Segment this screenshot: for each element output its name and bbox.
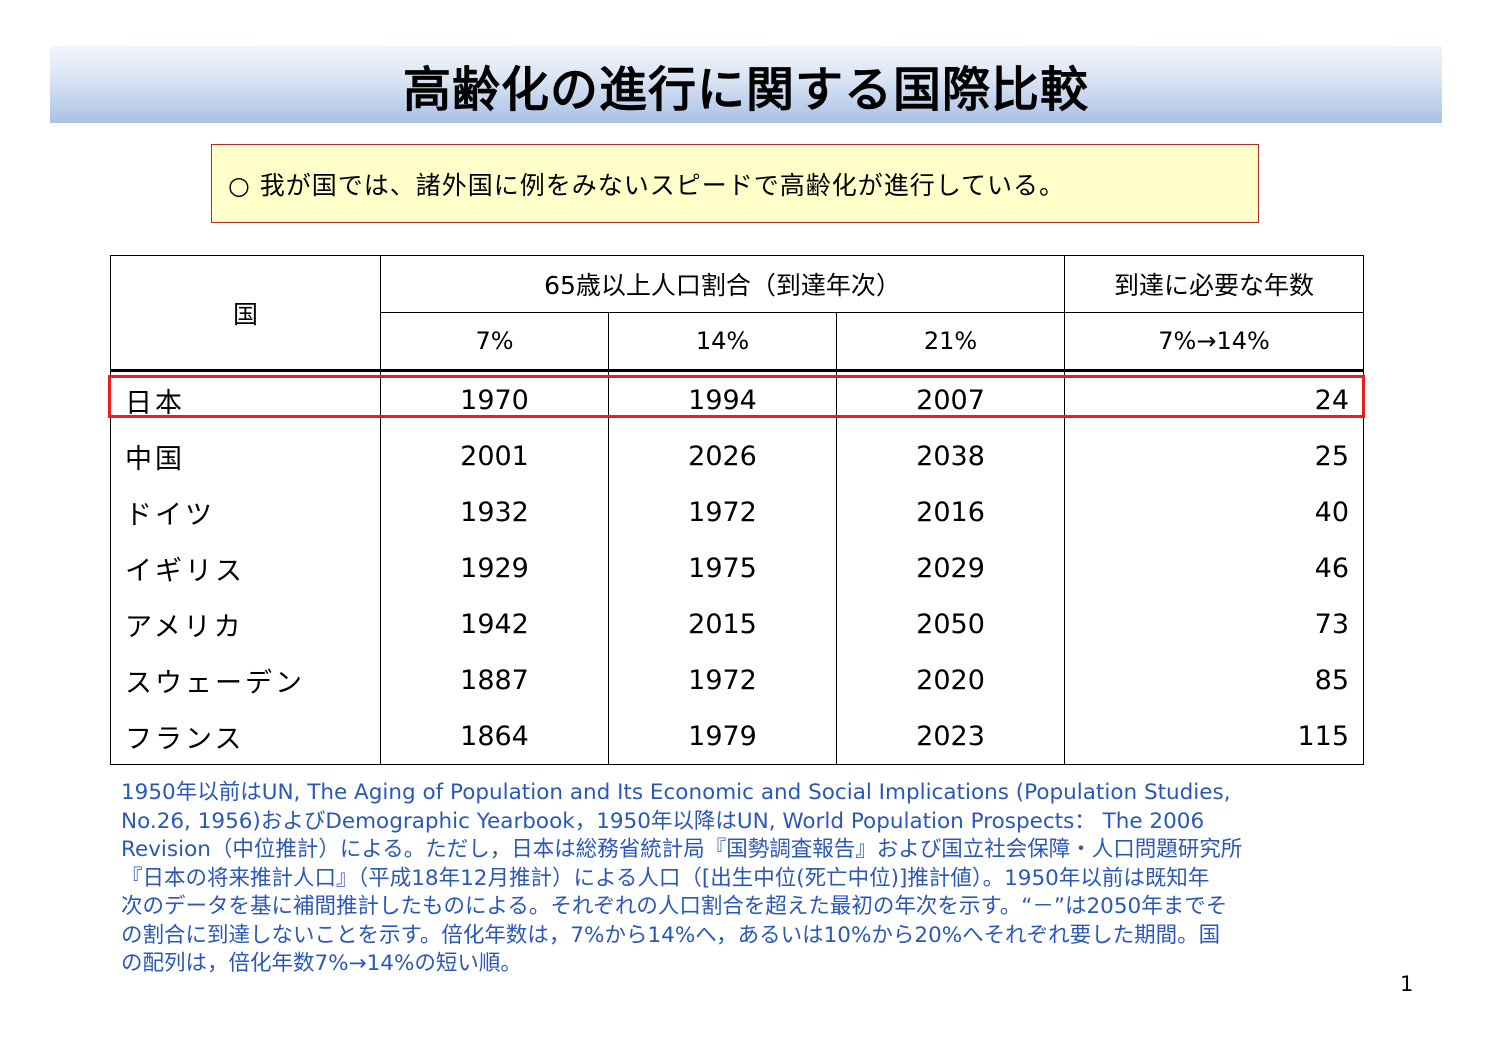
year-21pct: 2016 (835, 484, 1066, 540)
country-name: 中国 (110, 428, 381, 484)
year-7pct: 1887 (380, 652, 609, 708)
table-row: フランス 1864 1979 2023 115 (110, 708, 1365, 765)
table-row: アメリカ 1942 2015 2050 73 (110, 596, 1365, 652)
year-21pct: 2050 (835, 596, 1066, 652)
source-note: 1950年以前はUN, The Aging of Population and … (121, 779, 1361, 979)
year-14pct: 1972 (608, 484, 837, 540)
country-name: イギリス (110, 540, 381, 596)
year-7pct: 1864 (380, 708, 609, 765)
page-number: 1 (1400, 972, 1414, 996)
year-21pct: 2038 (835, 428, 1066, 484)
country-name: ドイツ (110, 484, 381, 540)
year-21pct: 2029 (835, 540, 1066, 596)
note-line: の配列は，倍化年数7%→14%の短い順。 (121, 951, 522, 976)
year-14pct: 1975 (608, 540, 837, 596)
year-14pct: 1994 (608, 369, 837, 428)
year-7pct: 1970 (380, 369, 609, 428)
country-name: フランス (110, 708, 381, 765)
note-line: 次のデータを基に補間推計したものによる。それぞれの人口割合を超えた最初の年次を示… (121, 894, 1228, 919)
country-name: アメリカ (110, 596, 381, 652)
sub-header-7: 7% (380, 312, 609, 371)
table-row: ドイツ 1932 1972 2016 40 (110, 484, 1365, 540)
year-7pct: 1932 (380, 484, 609, 540)
title-banner: 高齢化の進行に関する国際比較 (50, 46, 1442, 123)
year-14pct: 1979 (608, 708, 837, 765)
table-row: イギリス 1929 1975 2029 46 (110, 540, 1365, 596)
note-line: 1950年以前はUN, The Aging of Population and … (121, 780, 1231, 805)
table-row: 中国 2001 2026 2038 25 (110, 428, 1365, 484)
years-required: 46 (1064, 540, 1365, 596)
years-required: 25 (1064, 428, 1365, 484)
aging-comparison-table: 国 65歳以上人口割合（到達年次） 到達に必要な年数 7% 14% 21% 7%… (110, 255, 1365, 765)
years-required: 85 (1064, 652, 1365, 708)
years-required: 24 (1064, 369, 1365, 428)
sub-header-14: 14% (608, 312, 837, 371)
year-21pct: 2020 (835, 652, 1066, 708)
year-14pct: 2026 (608, 428, 837, 484)
year-14pct: 1972 (608, 652, 837, 708)
year-14pct: 2015 (608, 596, 837, 652)
population-ratio-header: 65歳以上人口割合（到達年次） (379, 255, 1066, 313)
note-line: Revision（中位推計）による。ただし，日本は総務省統計局『国勢調査報告』お… (121, 837, 1243, 862)
years-required: 115 (1064, 708, 1365, 765)
summary-box: ○ 我が国では、諸外国に例をみないスピードで高齢化が進行している。 (211, 144, 1259, 223)
table-row: スウェーデン 1887 1972 2020 85 (110, 652, 1365, 708)
table-row: 日本 1970 1994 2007 24 (110, 369, 1365, 428)
years-required: 40 (1064, 484, 1365, 540)
year-7pct: 2001 (380, 428, 609, 484)
note-line: No.26, 1956)およびDemographic Yearbook，1950… (121, 808, 1205, 834)
country-name: 日本 (110, 369, 381, 428)
country-column-header: 国 (110, 255, 381, 371)
year-7pct: 1942 (380, 596, 609, 652)
year-21pct: 2023 (835, 708, 1066, 765)
note-line: の割合に到達しないことを示す。倍化年数は，7%から14%へ，あるいは10%から2… (121, 922, 1221, 948)
year-7pct: 1929 (380, 540, 609, 596)
sub-header-7-to-14: 7%→14% (1064, 312, 1365, 371)
years-required: 73 (1064, 596, 1365, 652)
note-line: 『日本の将来推計人口』（平成18年12月推計）による人口（[出生中位(死亡中位)… (121, 865, 1210, 891)
year-21pct: 2007 (835, 369, 1066, 428)
country-name: スウェーデン (110, 652, 381, 708)
years-required-header: 到達に必要な年数 (1064, 255, 1365, 313)
page-title: 高齢化の進行に関する国際比較 (402, 61, 1089, 118)
summary-text: ○ 我が国では、諸外国に例をみないスピードで高齢化が進行している。 (228, 170, 1066, 200)
sub-header-21: 21% (835, 312, 1066, 371)
